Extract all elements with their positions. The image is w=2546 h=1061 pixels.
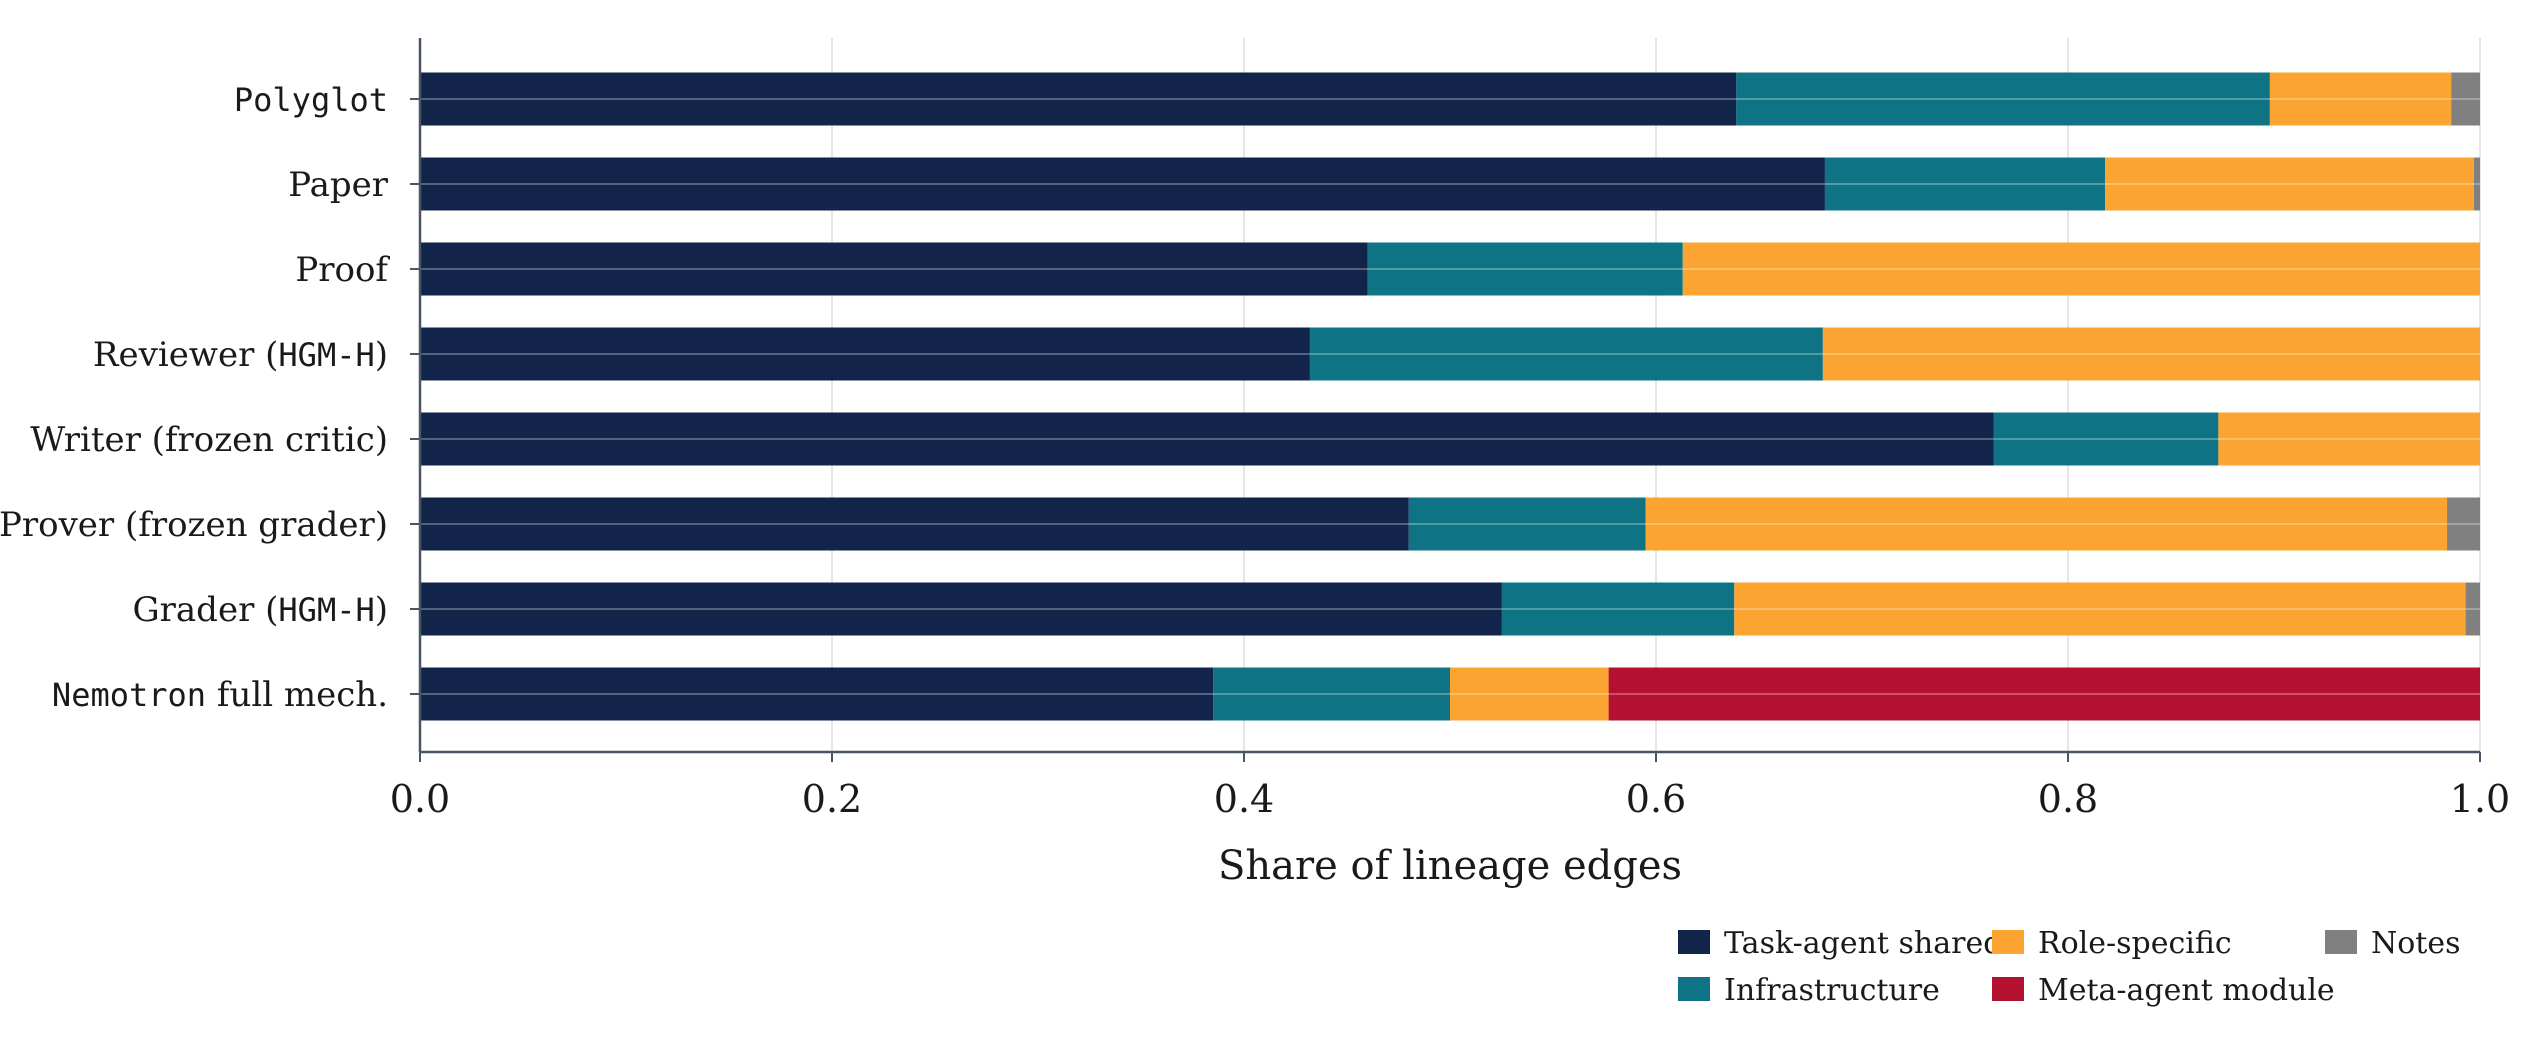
- x-tick-label: 0.8: [2038, 777, 2098, 821]
- bar-segment: [1645, 497, 2448, 551]
- y-category-label: Prover (frozen grader): [0, 505, 388, 545]
- bar-segment: [1450, 667, 1609, 721]
- bar-segment: [2269, 72, 2452, 126]
- legend: Task-agent shared Role-specific Notes Infra…: [1678, 926, 2461, 1008]
- legend-label: Task-agent shared: [1724, 926, 2002, 961]
- y-category-label: Reviewer (HGM-H): [93, 335, 388, 375]
- bar-segment: [420, 157, 1825, 211]
- gridlines: [419, 38, 2481, 752]
- x-tick-label: 0.4: [1214, 777, 1274, 821]
- y-category-label: Proof: [295, 250, 390, 290]
- legend-label: Role-specific: [2038, 926, 2232, 961]
- bar-segment: [420, 667, 1214, 721]
- bar-segment: [2451, 72, 2480, 126]
- bar-segment: [1367, 242, 1683, 296]
- bar-segment: [1501, 582, 1735, 636]
- x-axis-title: Share of lineage edges: [1218, 843, 1682, 889]
- bar-segment: [2473, 157, 2480, 211]
- bar-segment: [1993, 412, 2219, 466]
- y-category-labels: Polyglot Paper Proof Reviewer (HGM-H) Writer…: [0, 81, 420, 715]
- x-tick-label: 0.2: [802, 777, 862, 821]
- y-category-label: Grader (HGM-H): [133, 590, 389, 630]
- bar-segment: [1309, 327, 1823, 381]
- x-tick-label: 0.0: [390, 777, 450, 821]
- y-category-label: Writer (frozen critic): [30, 420, 388, 460]
- y-category-label: Nemotron full mech.: [52, 675, 388, 715]
- bar-segment: [1734, 582, 2466, 636]
- y-category-label: Paper: [288, 165, 389, 205]
- bar-segment: [420, 582, 1502, 636]
- x-tick-label: 1.0: [2450, 777, 2510, 821]
- legend-swatch: [1678, 977, 1710, 1001]
- bar-segment: [2465, 582, 2480, 636]
- bar-segment: [1824, 157, 2106, 211]
- bar-segment: [2105, 157, 2474, 211]
- x-tick-label: 0.6: [1626, 777, 1686, 821]
- y-category-label: Polyglot: [234, 81, 388, 119]
- bar-segment: [1608, 667, 2480, 721]
- bar-segment: [1822, 327, 2480, 381]
- legend-swatch: [2325, 930, 2357, 954]
- bar-segment: [420, 72, 1737, 126]
- bar-segment: [1736, 72, 2270, 126]
- bar-segment: [1408, 497, 1646, 551]
- bar-segment: [420, 242, 1368, 296]
- bar-segment: [2447, 497, 2480, 551]
- bar-segment: [2218, 412, 2480, 466]
- legend-swatch: [1678, 930, 1710, 954]
- bar-segment: [420, 412, 1994, 466]
- x-ticks: 0.0 0.2 0.4 0.6 0.8 1.0: [390, 752, 2510, 821]
- legend-label: Meta-agent module: [2038, 973, 2335, 1008]
- bar-segment: [420, 327, 1310, 381]
- bars: [420, 72, 2480, 721]
- axes: [418, 38, 2480, 754]
- bar-segment: [1682, 242, 2480, 296]
- bar-segment: [420, 497, 1409, 551]
- bar-segment: [1213, 667, 1450, 721]
- legend-swatch: [1992, 930, 2024, 954]
- legend-label: Notes: [2371, 926, 2461, 961]
- legend-label: Infrastructure: [1724, 973, 1940, 1008]
- legend-swatch: [1992, 977, 2024, 1001]
